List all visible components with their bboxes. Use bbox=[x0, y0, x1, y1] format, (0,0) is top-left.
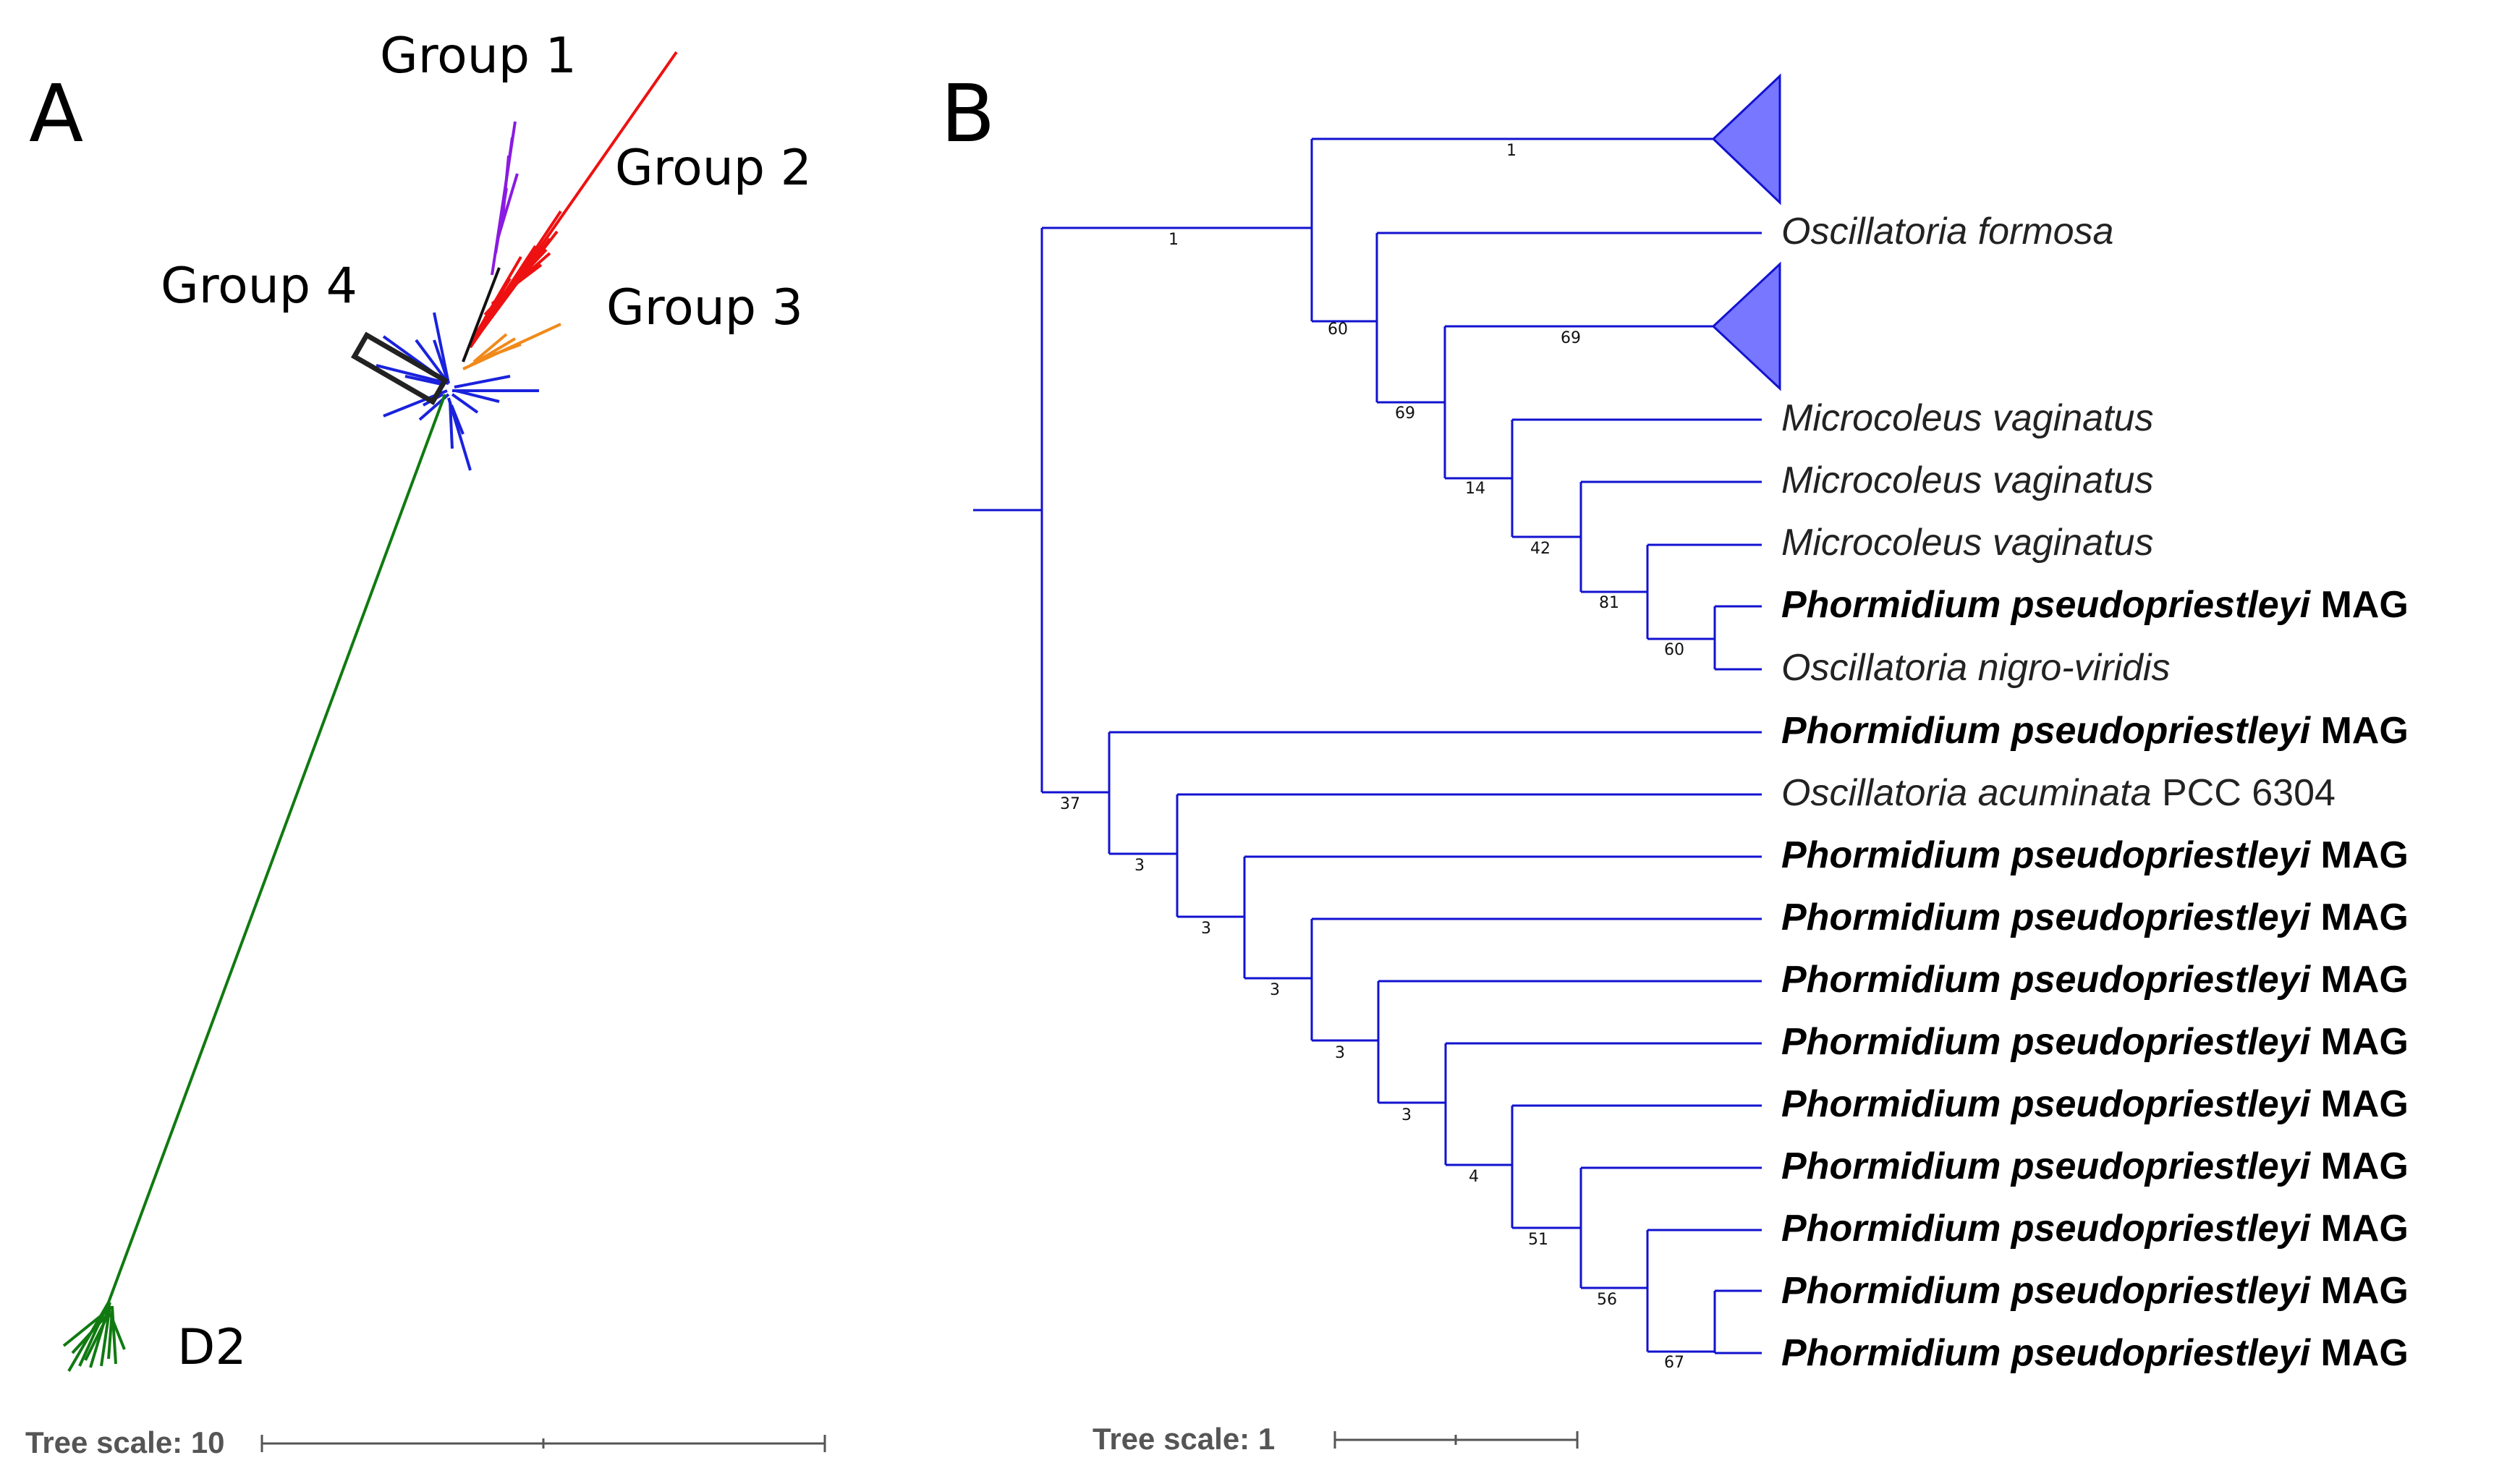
leaf-label: Phormidium pseudopriestleyi MAG bbox=[1781, 710, 2409, 752]
support-value: 14 bbox=[1465, 480, 1485, 498]
panel-a-letter: A bbox=[29, 67, 83, 160]
support-value: 37 bbox=[1060, 795, 1080, 813]
leaf-label: Phormidium pseudopriestleyi MAG bbox=[1781, 1332, 2409, 1374]
panel-b-letter: B bbox=[941, 67, 995, 160]
panel-b-scale-bar: Tree scale: 1 bbox=[1093, 1422, 1579, 1456]
support-value: 56 bbox=[1597, 1291, 1617, 1309]
leaf-label: Phormidium pseudopriestleyi MAG bbox=[1781, 584, 2409, 626]
support-value: 60 bbox=[1328, 321, 1348, 339]
support-value: 4 bbox=[1469, 1168, 1479, 1186]
support-value: 3 bbox=[1134, 857, 1145, 875]
leaf-label: Phormidium pseudopriestleyi MAG bbox=[1781, 1270, 2409, 1312]
d2-long-branch bbox=[107, 394, 446, 1303]
leaf-label: Oscillatoria nigro-viridis bbox=[1781, 647, 2170, 689]
panel-b-scale-label: Tree scale: 1 bbox=[1093, 1422, 1275, 1456]
leaf-label: Phormidium pseudopriestleyi MAG bbox=[1781, 834, 2409, 876]
leaf-label: Phormidium pseudopriestleyi MAG bbox=[1781, 1021, 2409, 1063]
group3-label: Group 3 bbox=[606, 279, 803, 336]
support-value: 69 bbox=[1395, 404, 1415, 423]
panel-a-scale-label: Tree scale: 10 bbox=[25, 1425, 225, 1459]
leaf-label: Phormidium pseudopriestleyi MAG bbox=[1781, 959, 2409, 1001]
support-value: 3 bbox=[1201, 920, 1211, 938]
support-value: 42 bbox=[1530, 540, 1551, 558]
leaf-label: Phormidium pseudopriestleyi MAG bbox=[1781, 1145, 2409, 1187]
panel-a-scale-bar: Tree scale: 10 bbox=[25, 1425, 826, 1459]
leaf-label: Microcoleus vaginatus bbox=[1781, 397, 2153, 439]
group1-clade bbox=[491, 121, 519, 276]
collapsed-clade-middle bbox=[1711, 261, 1781, 391]
leaf-label: Microcoleus vaginatus bbox=[1781, 522, 2153, 564]
leaf-label: Phormidium pseudopriestleyi MAG bbox=[1781, 1083, 2409, 1125]
support-value: 81 bbox=[1599, 594, 1619, 612]
support-value: 3 bbox=[1401, 1106, 1412, 1124]
support-values: 1 1 60 69 69 14 42 81 60 37 3 3 3 3 3 4 … bbox=[1060, 142, 1684, 1372]
leaf-label: Oscillatoria acuminata PCC 6304 bbox=[1781, 772, 2336, 814]
support-value: 3 bbox=[1270, 981, 1280, 999]
leaf-labels: Oscillatoria formosa Microcoleus vaginat… bbox=[1781, 211, 2409, 1374]
support-value: 1 bbox=[1506, 142, 1516, 160]
support-value: 67 bbox=[1664, 1354, 1684, 1372]
support-value: 69 bbox=[1561, 329, 1581, 347]
support-value: 51 bbox=[1528, 1231, 1548, 1249]
leaf-label: Phormidium pseudopriestleyi MAG bbox=[1781, 896, 2409, 938]
leaf-label: Microcoleus vaginatus bbox=[1781, 459, 2153, 501]
d2-clade bbox=[62, 394, 446, 1373]
group1-2-stem bbox=[462, 267, 501, 362]
collapsed-clade-top bbox=[1711, 73, 1781, 205]
support-value: 3 bbox=[1335, 1044, 1345, 1062]
leaf-label: Phormidium pseudopriestleyi MAG bbox=[1781, 1208, 2409, 1250]
group4-highlight-box bbox=[351, 331, 449, 406]
group1-label: Group 1 bbox=[380, 27, 577, 85]
group4-clade bbox=[376, 312, 539, 471]
group2-clade bbox=[469, 51, 678, 349]
group3-clade bbox=[462, 323, 561, 370]
panel-b: B bbox=[941, 67, 2409, 1456]
group2-label: Group 2 bbox=[615, 140, 812, 197]
panel-a: A bbox=[25, 27, 826, 1459]
support-value: 60 bbox=[1664, 641, 1684, 659]
group4-label: Group 4 bbox=[161, 258, 357, 315]
support-value: 1 bbox=[1168, 231, 1179, 249]
d2-label: D2 bbox=[177, 1319, 247, 1376]
panel-b-tree bbox=[973, 73, 1781, 1354]
leaf-label: Oscillatoria formosa bbox=[1781, 211, 2113, 253]
